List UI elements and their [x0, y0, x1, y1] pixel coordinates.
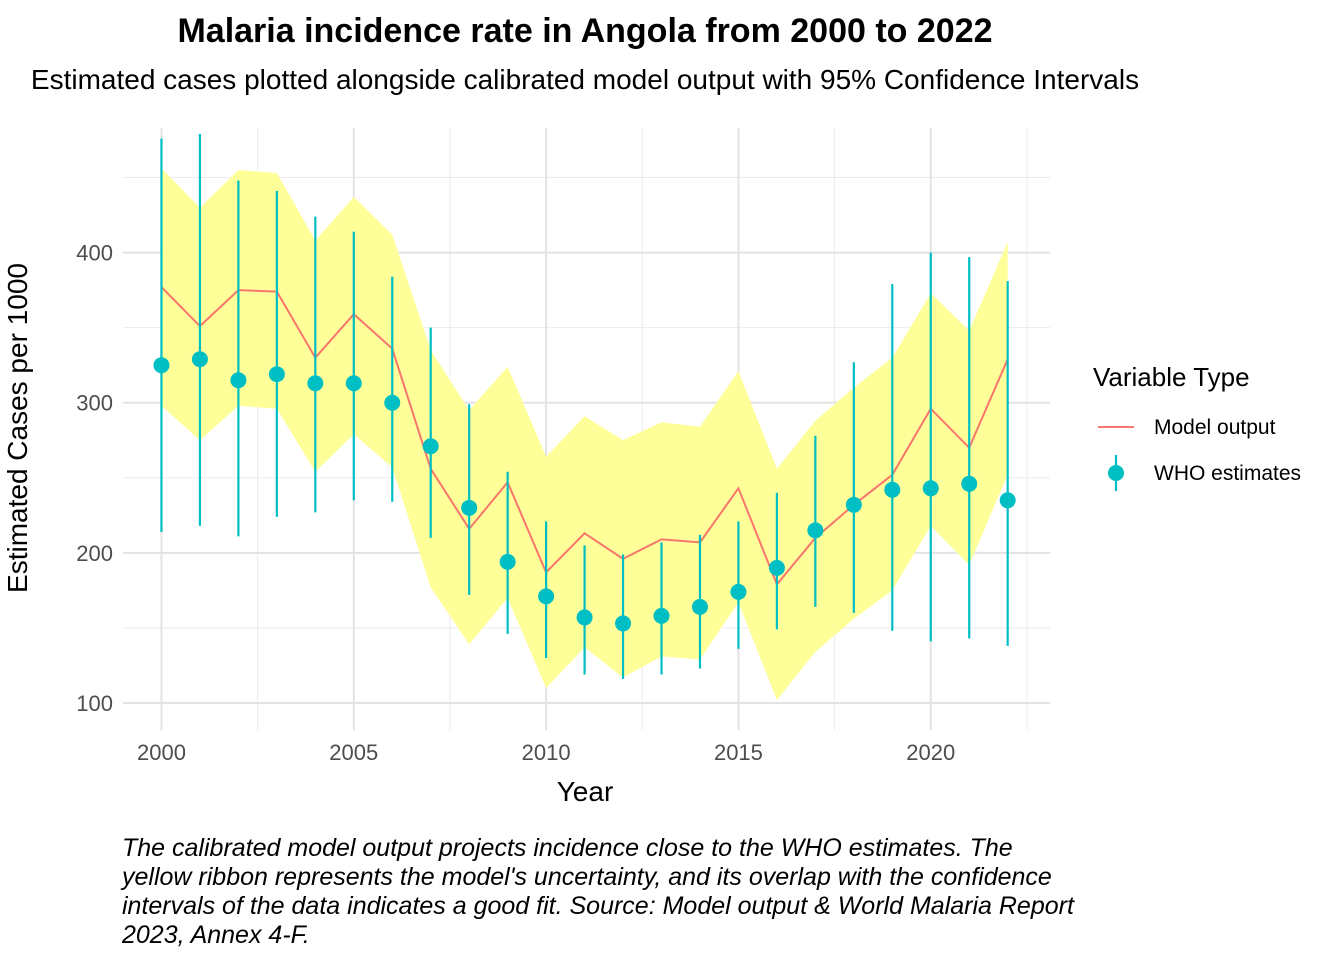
who-estimate-point — [884, 481, 901, 498]
y-axis-label: Estimated Cases per 1000 — [2, 263, 33, 593]
who-estimate-point — [538, 588, 555, 605]
who-estimate-point — [153, 357, 170, 374]
x-tick-label: 2010 — [522, 740, 571, 765]
who-estimate-point — [807, 522, 824, 539]
x-tick-label: 2005 — [329, 740, 378, 765]
model-line-layer — [160, 286, 1009, 587]
who-estimate-point — [730, 583, 747, 600]
y-tick-label: 400 — [76, 241, 113, 266]
who-estimate-point — [615, 615, 632, 632]
x-axis-label: Year — [556, 776, 614, 807]
chart-title: Malaria incidence rate in Angola from 20… — [177, 12, 993, 50]
y-tick-label: 100 — [76, 691, 113, 716]
y-tick-label: 200 — [76, 541, 113, 566]
who-estimate-point — [768, 559, 785, 576]
legend-label-model-output: Model output — [1154, 416, 1276, 439]
chart-subtitle: Estimated cases plotted alongside calibr… — [30, 64, 1140, 95]
who-estimate-point — [691, 598, 708, 615]
x-tick-label: 2020 — [906, 740, 955, 765]
legend-keys — [1098, 426, 1134, 491]
who-estimate-point — [999, 492, 1016, 509]
who-estimate-point — [345, 375, 362, 392]
who-estimate-point — [653, 607, 670, 624]
who-estimate-point — [268, 366, 285, 383]
chart-caption: The calibrated model output projects inc… — [122, 834, 1074, 949]
who-estimate-point — [191, 351, 208, 368]
who-estimate-point — [461, 499, 478, 516]
x-tick-label: 2000 — [137, 740, 186, 765]
legend-key-who-point — [1108, 465, 1124, 481]
x-tick-label: 2015 — [714, 740, 763, 765]
who-estimate-point — [576, 609, 593, 626]
who-estimate-point — [961, 475, 978, 492]
who-estimate-point — [422, 438, 439, 455]
who-estimate-point — [307, 375, 324, 392]
who-estimate-point — [230, 372, 247, 389]
who-points-layer — [153, 134, 1016, 679]
confidence-ribbon-layer — [161, 168, 1008, 700]
who-estimate-point — [384, 394, 401, 411]
who-estimate-point — [499, 553, 516, 570]
y-tick-label: 300 — [76, 391, 113, 416]
who-estimate-point — [845, 496, 862, 513]
who-estimate-point — [922, 480, 939, 497]
legend-title: Variable Type — [1093, 362, 1250, 392]
model-output-line — [160, 286, 1009, 587]
model-uncertainty-ribbon — [161, 168, 1008, 700]
legend-label-who-estimates: WHO estimates — [1154, 462, 1302, 485]
axis-ticks: 100 200 300 400 2000 2005 2010 2015 2020 — [76, 241, 955, 765]
